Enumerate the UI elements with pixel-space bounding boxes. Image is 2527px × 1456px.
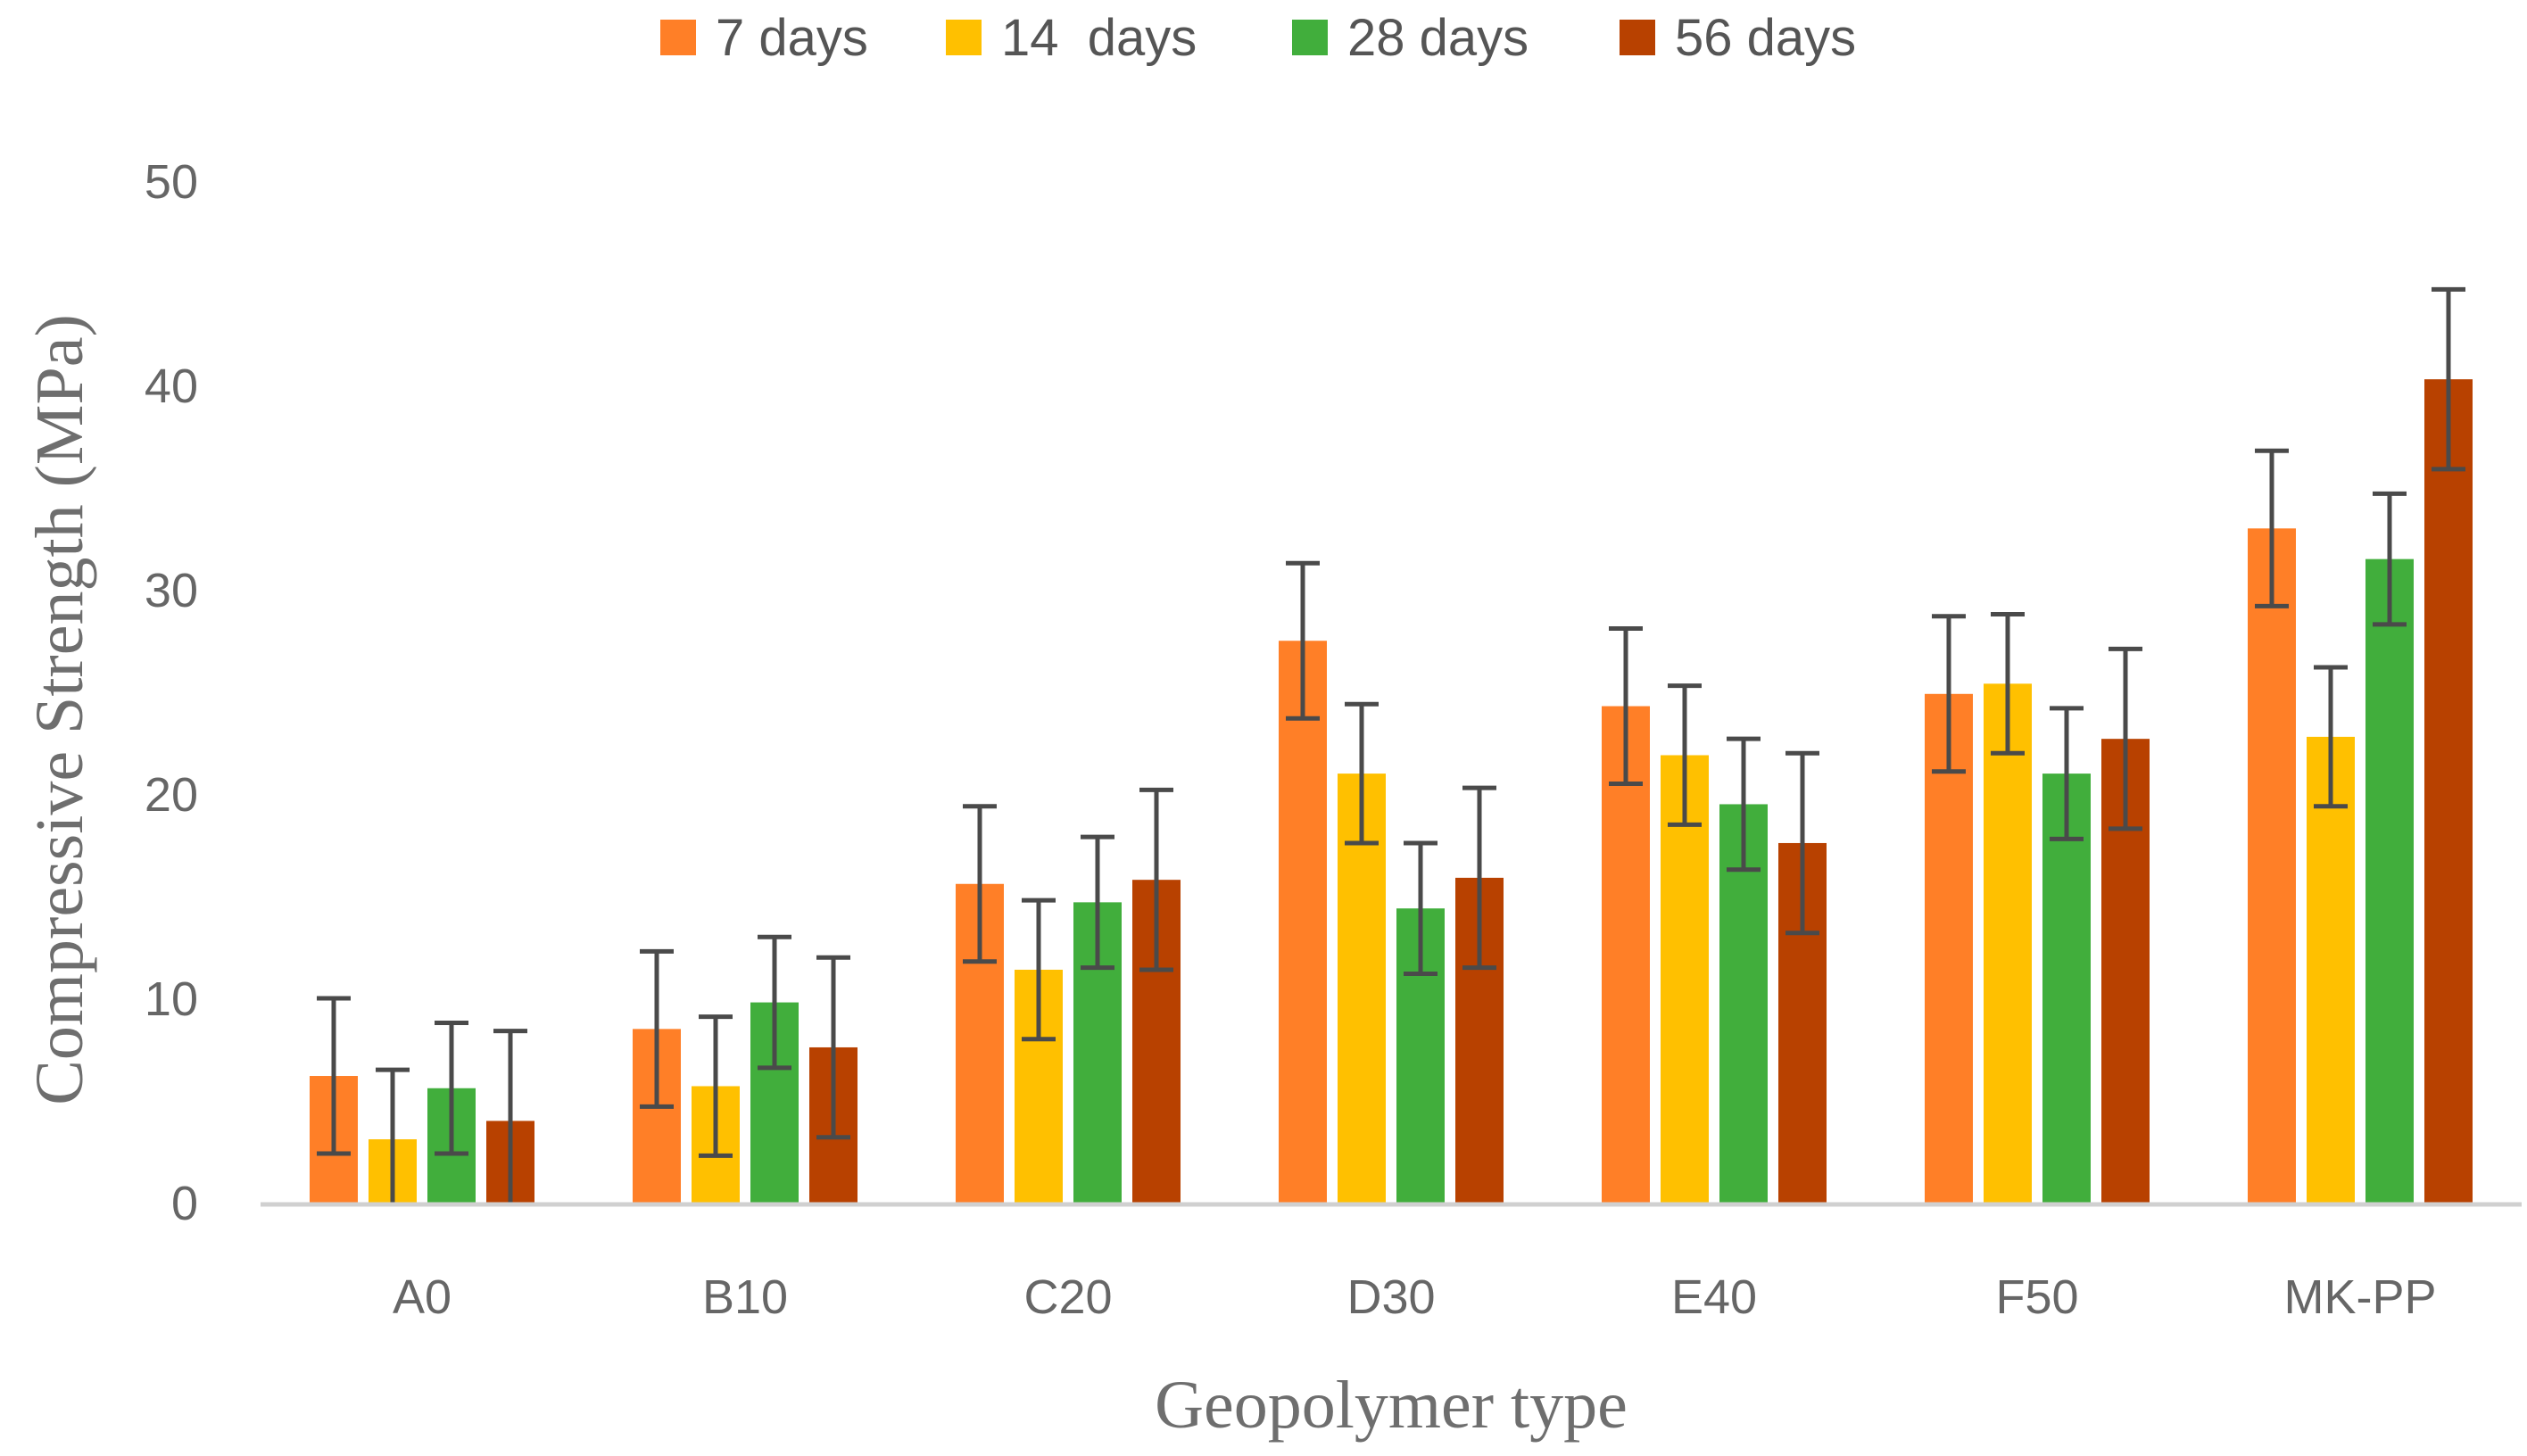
- bar: [2307, 736, 2355, 1203]
- bar: [1984, 683, 2032, 1203]
- legend: 7 days 14 days 28 days 56 days: [660, 9, 1856, 67]
- bar: [1925, 693, 1973, 1203]
- x-tick-label: MK-PP: [2283, 1270, 2436, 1324]
- y-axis-ticks: 0 10 20 30 40 50: [145, 155, 198, 1230]
- legend-swatch: [1620, 20, 1655, 55]
- x-tick-label: F50: [1995, 1270, 2078, 1324]
- bar: [2248, 528, 2296, 1203]
- bar: [2365, 558, 2414, 1203]
- legend-label: 14 days: [1001, 9, 1197, 67]
- legend-swatch: [660, 20, 696, 55]
- y-tick-label: 30: [145, 564, 198, 617]
- y-tick-label: 40: [145, 360, 198, 413]
- x-tick-label: B10: [702, 1270, 788, 1324]
- legend-label: 7 days: [716, 9, 868, 67]
- legend-item: 28 days: [1292, 9, 1529, 67]
- y-axis-title: Compressive Strength (MPa): [22, 314, 97, 1105]
- legend-label: 56 days: [1675, 9, 1856, 67]
- x-axis-ticks: A0 B10 C20 D30 E40 F50 MK-PP: [393, 1270, 2437, 1324]
- x-tick-label: D30: [1346, 1270, 1435, 1324]
- error-bars: [317, 286, 2465, 1203]
- y-tick-label: 20: [145, 768, 198, 822]
- legend-swatch: [1292, 20, 1328, 55]
- x-tick-label: A0: [393, 1270, 452, 1324]
- bar: [1661, 755, 1709, 1203]
- y-tick-label: 50: [145, 155, 198, 209]
- legend-item: 7 days: [660, 9, 868, 67]
- legend-item: 14 days: [946, 9, 1197, 67]
- legend-swatch: [946, 20, 982, 55]
- x-axis-title: Geopolymer type: [1155, 1368, 1628, 1443]
- y-tick-label: 10: [145, 972, 198, 1026]
- x-tick-label: E40: [1671, 1270, 1757, 1324]
- legend-label: 28 days: [1347, 9, 1529, 67]
- y-tick-label: 0: [171, 1177, 198, 1230]
- bar: [2424, 379, 2473, 1203]
- bar: [2042, 774, 2091, 1203]
- bar: [1279, 641, 1327, 1203]
- legend-item: 56 days: [1620, 9, 1856, 67]
- x-tick-label: C20: [1023, 1270, 1112, 1324]
- bars: [310, 379, 2473, 1203]
- bar: [1602, 706, 1650, 1203]
